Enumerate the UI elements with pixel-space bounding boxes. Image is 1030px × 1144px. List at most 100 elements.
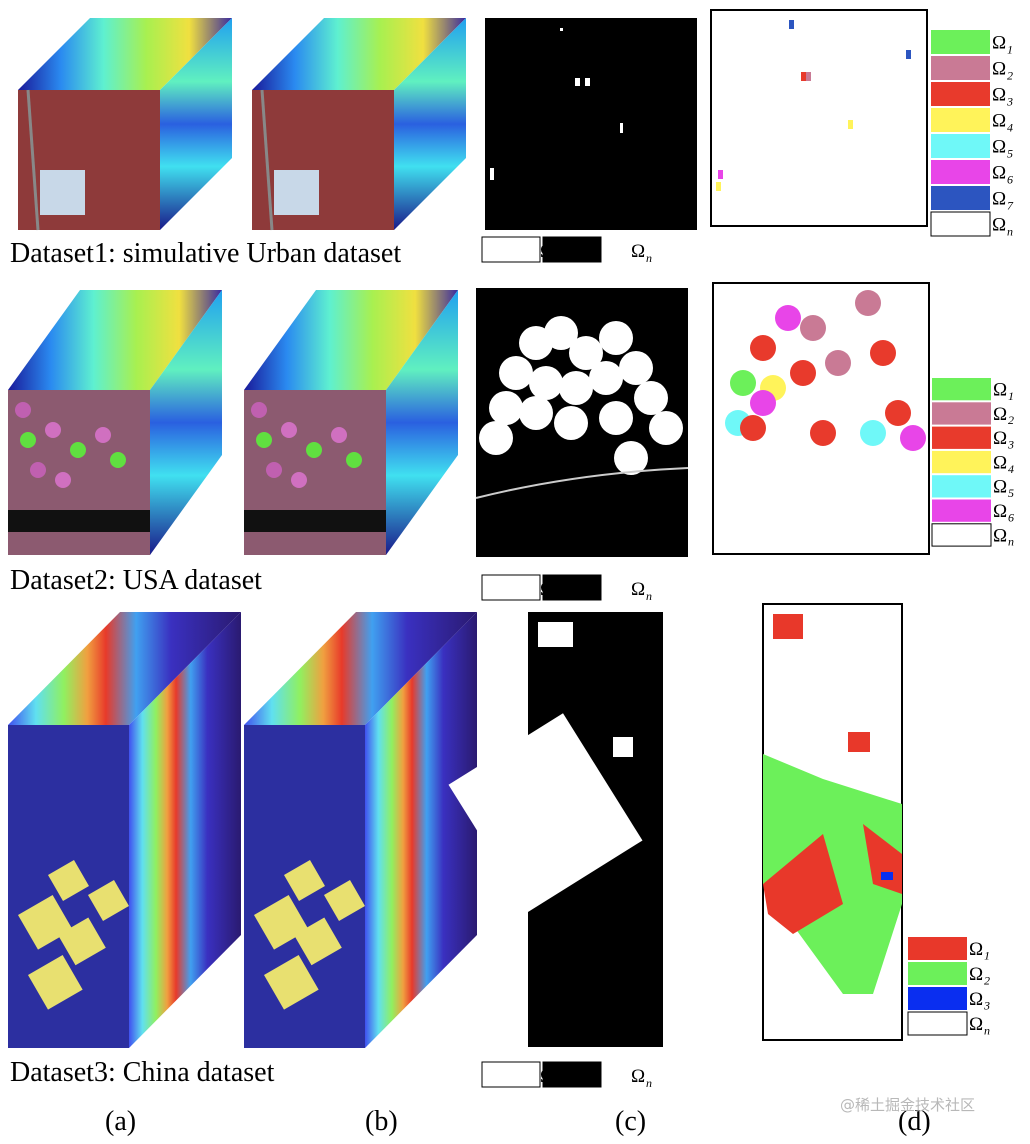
legend-subscript: 4 xyxy=(1008,462,1014,476)
cube-top xyxy=(18,18,232,90)
class-map xyxy=(710,9,928,227)
legend-symbol: Ω xyxy=(992,33,1006,54)
legend-subscript: n xyxy=(646,589,652,603)
data-cube xyxy=(18,18,232,231)
data-cube xyxy=(8,612,241,1048)
legend-swatch xyxy=(931,82,990,106)
legend-swatch xyxy=(932,475,991,498)
field xyxy=(266,462,282,478)
cube-top xyxy=(8,290,222,390)
class-region xyxy=(763,834,843,934)
legend-swatch xyxy=(931,134,990,158)
legend-subscript: 1 xyxy=(984,949,990,963)
change-region xyxy=(599,321,633,355)
legend-swatch xyxy=(931,523,992,547)
field xyxy=(324,880,365,921)
field xyxy=(110,452,126,468)
class-region xyxy=(825,350,851,376)
legend-symbol: Ω xyxy=(993,477,1007,498)
field xyxy=(291,472,307,488)
cube-side xyxy=(365,612,477,1048)
dataset-caption: Dataset3: China dataset xyxy=(10,1057,275,1088)
class-region xyxy=(848,120,853,129)
field xyxy=(48,860,89,901)
legend-subscript: 1 xyxy=(1008,389,1014,403)
change-region xyxy=(499,356,533,390)
change-region xyxy=(448,713,643,912)
class-region xyxy=(773,614,803,639)
change-region xyxy=(489,391,523,425)
field xyxy=(306,442,322,458)
cube-top xyxy=(8,612,241,725)
field xyxy=(20,432,36,448)
class-region xyxy=(870,340,896,366)
field xyxy=(30,462,46,478)
legend-symbol: Ω xyxy=(993,379,1007,400)
field xyxy=(346,452,362,468)
data-cube xyxy=(244,290,458,555)
change-region xyxy=(544,316,578,350)
change-region xyxy=(620,123,623,133)
river xyxy=(244,510,386,532)
legend-swatch xyxy=(930,211,991,237)
legend-symbol: Ω xyxy=(992,189,1006,210)
data-cube xyxy=(244,612,477,1048)
legend-subscript: 2 xyxy=(1007,68,1013,82)
data-cube xyxy=(8,290,222,555)
legend-subscript: n xyxy=(646,1076,652,1090)
legend-subscript: n xyxy=(1008,535,1014,549)
class-region xyxy=(740,415,766,441)
legend-subscript: 1 xyxy=(1007,42,1013,56)
class-region xyxy=(718,170,723,179)
field xyxy=(45,422,61,438)
change-region xyxy=(529,366,563,400)
legend-subscript: 2 xyxy=(984,974,990,988)
change-region xyxy=(585,78,590,86)
change-region xyxy=(569,336,603,370)
change-region xyxy=(519,396,553,430)
legend-symbol: Ω xyxy=(992,137,1006,158)
field xyxy=(256,432,272,448)
cube-top xyxy=(244,612,477,725)
class-region xyxy=(750,335,776,361)
legend-swatch xyxy=(931,108,990,132)
legend-symbol: Ω xyxy=(992,85,1006,106)
change-region xyxy=(649,411,683,445)
legend-symbol: Ω xyxy=(993,525,1007,546)
legend-symbol: Ω xyxy=(993,452,1007,473)
field xyxy=(58,917,106,966)
legend-swatch xyxy=(932,402,991,425)
legend-swatch xyxy=(931,186,990,210)
change-region xyxy=(614,441,648,475)
legend-subscript: 6 xyxy=(1007,172,1013,186)
field xyxy=(251,402,267,418)
legend-swatch xyxy=(542,236,602,263)
field xyxy=(294,917,342,966)
legend-swatch xyxy=(931,56,990,80)
field xyxy=(95,427,111,443)
change-region xyxy=(634,381,668,415)
legend-subscript: 5 xyxy=(1007,146,1013,160)
panel-label: (c) xyxy=(615,1106,646,1137)
legend-swatch xyxy=(907,1011,968,1036)
change-region xyxy=(619,351,653,385)
cube-side xyxy=(394,18,466,230)
cube-side xyxy=(150,290,222,555)
change-region xyxy=(559,371,593,405)
cube-side xyxy=(129,612,241,1048)
legend-swatch xyxy=(542,574,602,601)
cube-side xyxy=(160,18,232,230)
legend-symbol: Ω xyxy=(992,163,1006,184)
cube-top xyxy=(244,290,458,390)
building xyxy=(274,170,319,215)
panel-label: (a) xyxy=(105,1106,136,1137)
cube-top xyxy=(252,18,466,90)
field xyxy=(264,955,319,1010)
legend-symbol: Ω xyxy=(993,428,1007,449)
legend-swatch xyxy=(932,450,991,474)
legend-swatch xyxy=(931,160,990,184)
legend-swatch xyxy=(481,574,541,601)
class-region xyxy=(789,20,794,29)
river xyxy=(8,510,150,532)
